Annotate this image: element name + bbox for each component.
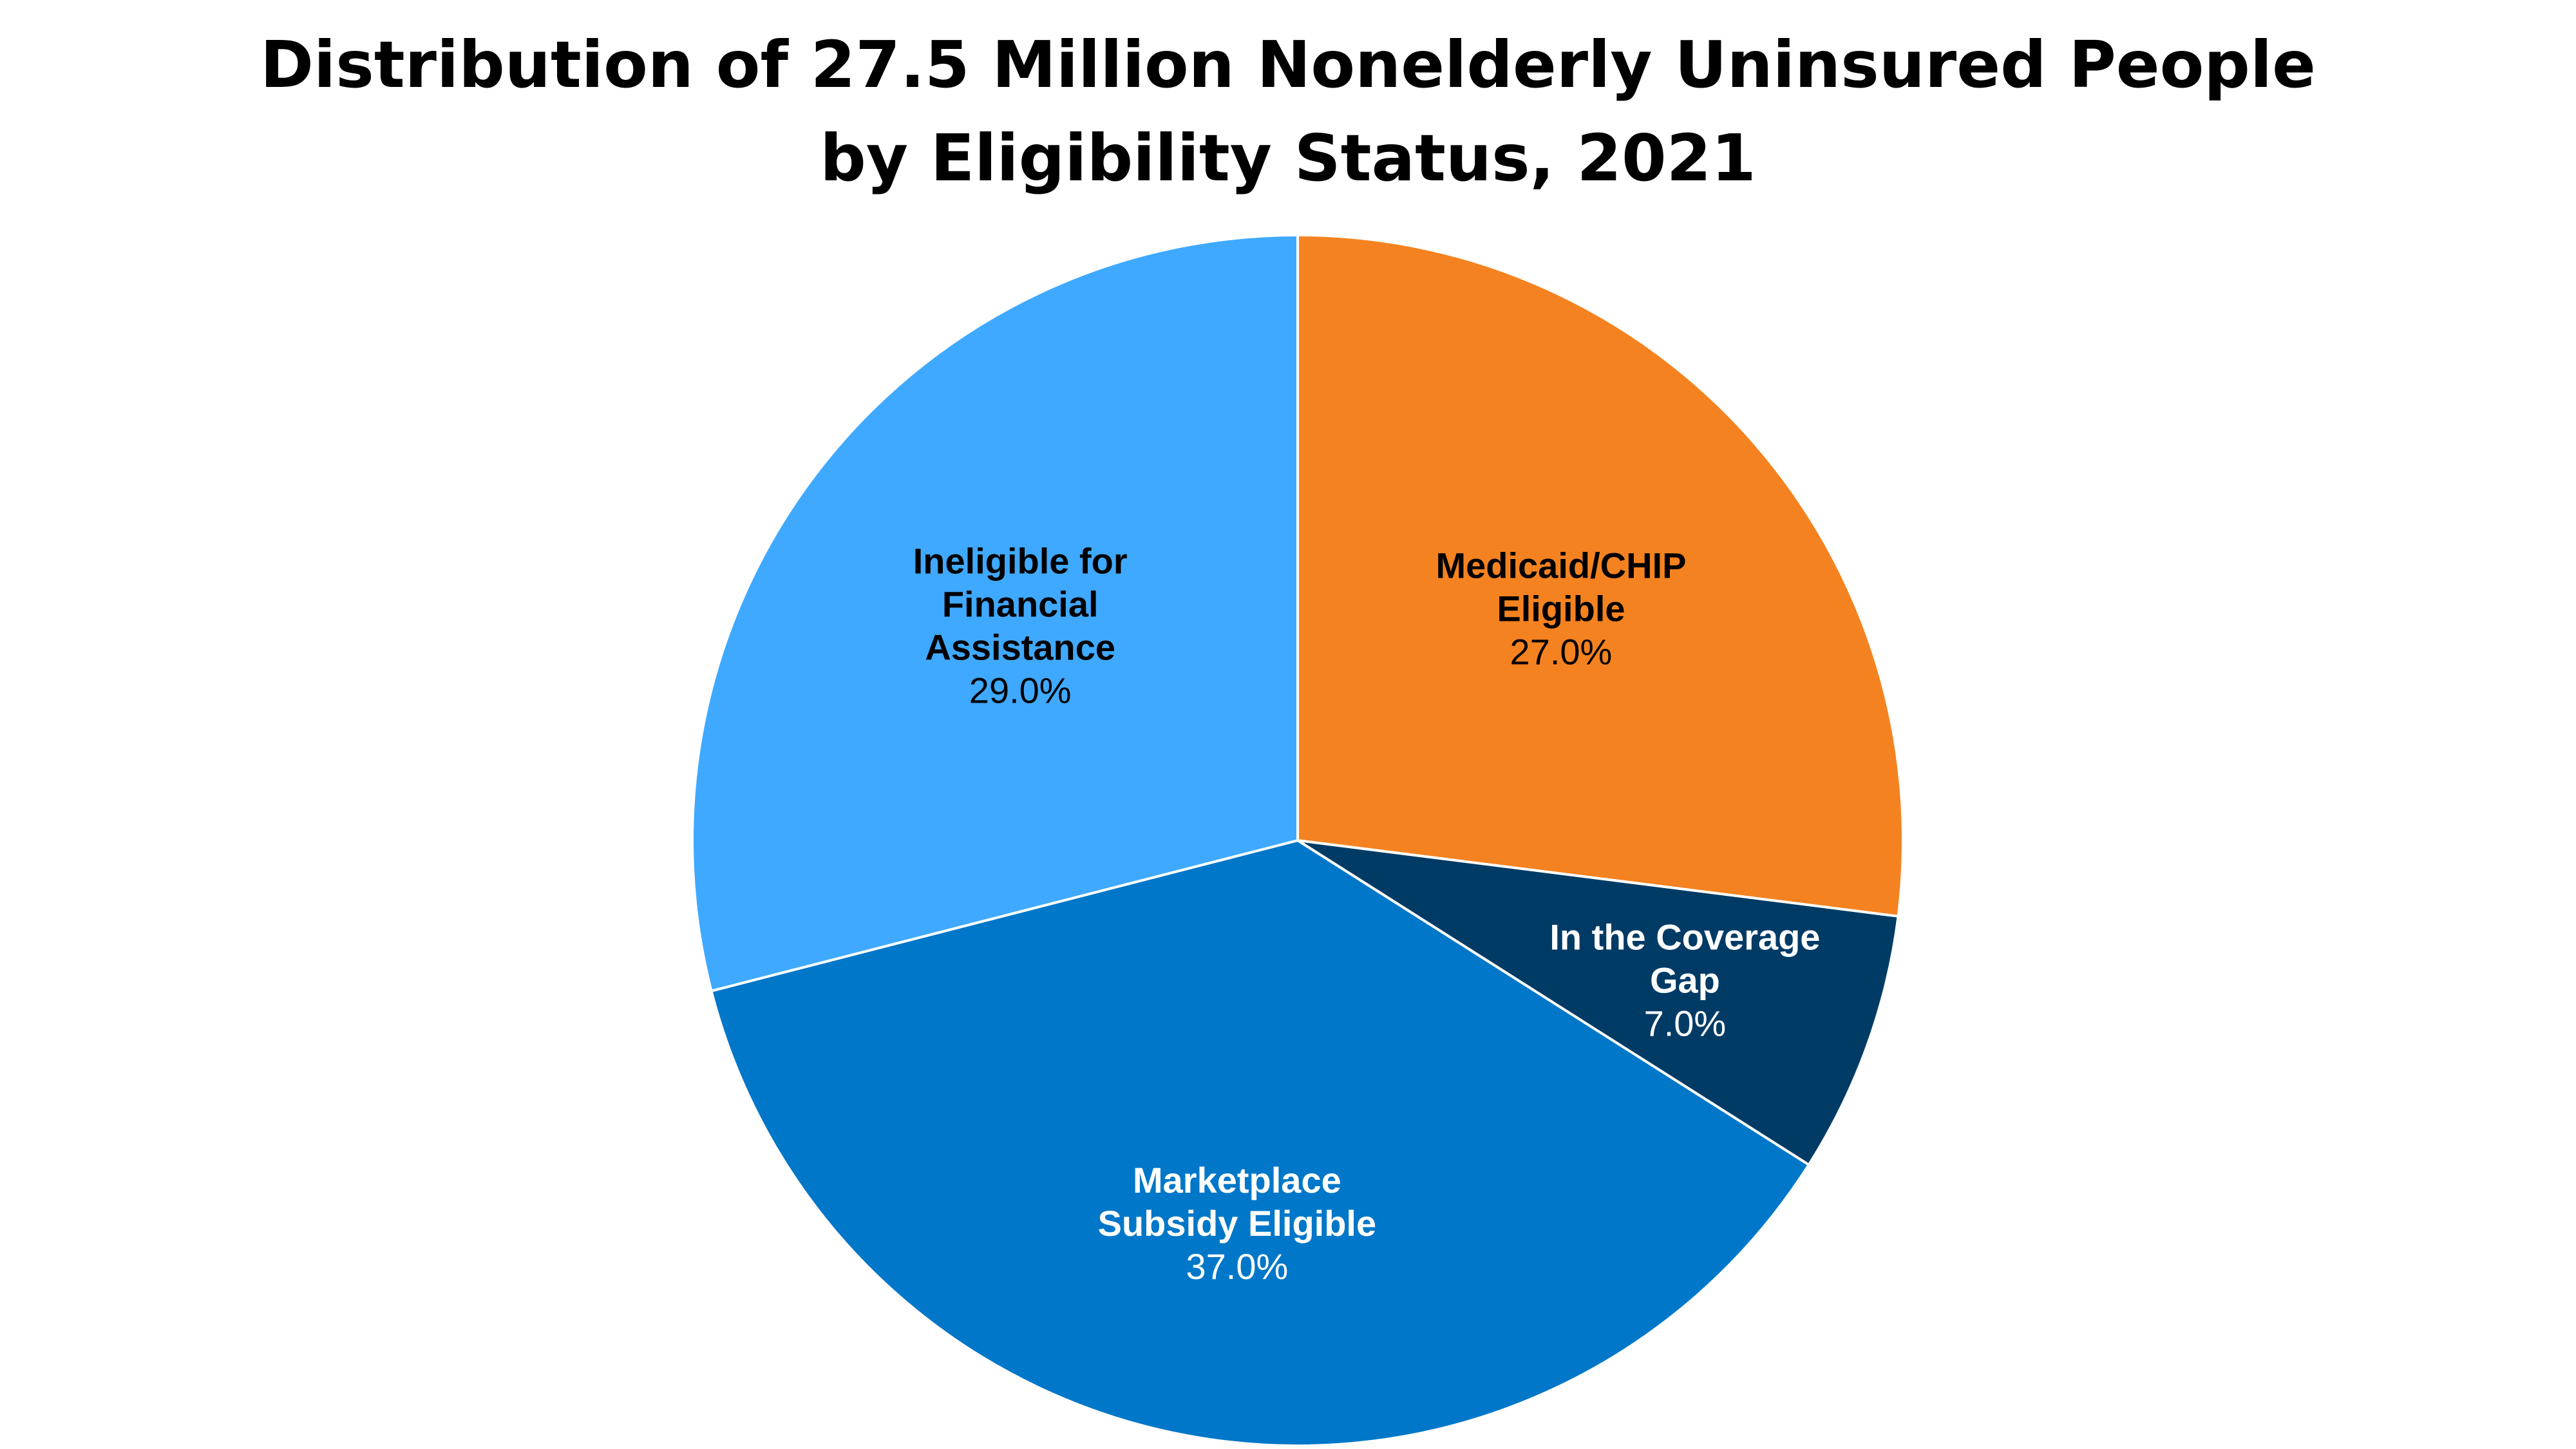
pie-slice-labels: Medicaid/CHIP Eligible 27.0% In the Coverag… <box>913 540 1821 1287</box>
pie-slice-in-the-coverage-gap <box>1296 839 1900 1167</box>
slice-name-line: Eligible <box>1497 588 1625 629</box>
pie-slice-marketplace-subsidy-eligible <box>710 838 1811 1447</box>
slice-name-line: Medicaid/CHIP <box>1435 545 1686 585</box>
slice-label-marketplace-subsidy-eligible: Marketplace Subsidy Eligible 37.0% <box>1098 1160 1377 1287</box>
slice-value-label: 29.0% <box>969 670 1072 710</box>
slice-name-line: Marketplace <box>1133 1160 1341 1200</box>
slice-name-line: Subsidy Eligible <box>1098 1203 1377 1244</box>
chart-title-line-1: Distribution of 27.5 Million Nonelderly … <box>260 27 2316 102</box>
slice-label-in-the-coverage-gap: In the Coverage Gap 7.0% <box>1549 917 1820 1044</box>
slice-name-line: Financial <box>942 583 1099 624</box>
pie-slice-medicaid-chip-eligible <box>1296 233 1904 918</box>
slice-name-line: In the Coverage <box>1549 917 1820 958</box>
slice-label-ineligible-for-financial-assistance: Ineligible for Financial Assistance 29.0% <box>913 540 1128 710</box>
slice-name-line: Assistance <box>925 627 1115 667</box>
pie-slices <box>691 233 1904 1447</box>
pie-slice-ineligible-for-financial-assistance <box>691 233 1299 993</box>
slice-name-line: Ineligible for <box>913 540 1128 581</box>
slice-name-line: Gap <box>1650 960 1720 1001</box>
chart-title: Distribution of 27.5 Million Nonelderly … <box>260 27 2316 196</box>
slice-value-label: 37.0% <box>1186 1246 1288 1287</box>
slice-value-label: 27.0% <box>1510 631 1613 672</box>
chart-title-line-2: by Eligibility Status, 2021 <box>820 120 1756 196</box>
slice-value-label: 7.0% <box>1644 1003 1727 1044</box>
slice-label-medicaid-chip-eligible: Medicaid/CHIP Eligible 27.0% <box>1435 545 1686 672</box>
